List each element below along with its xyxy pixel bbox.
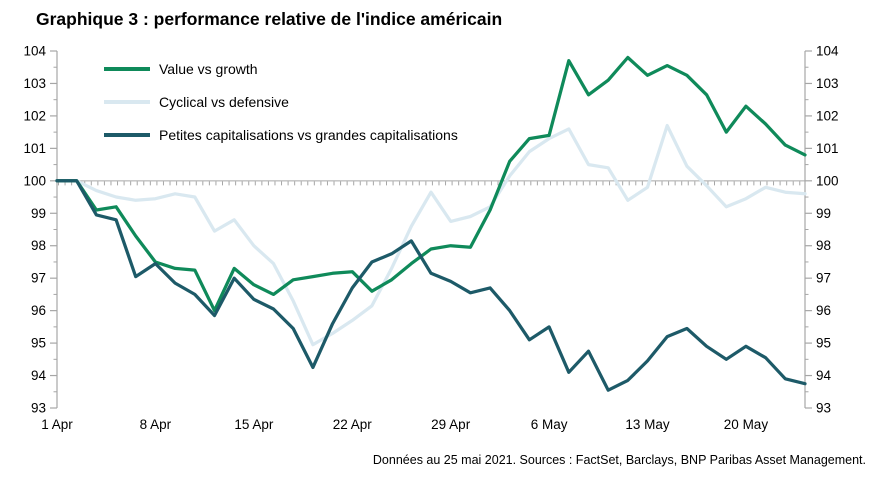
x-axis-label: 6 May [531, 417, 568, 432]
legend-label: Cyclical vs defensive [159, 93, 289, 110]
y-axis-label-left: 104 [23, 44, 46, 59]
series-line-cyclical-vs-defensive [55, 123, 807, 347]
y-axis-label-right: 93 [816, 401, 831, 416]
y-axis-label-left: 101 [23, 141, 46, 156]
y-axis-label-left: 94 [31, 368, 47, 383]
x-axis-label: 29 Apr [431, 417, 471, 432]
legend-line-swatch-lightblue [104, 99, 150, 104]
x-axis-label: 13 May [625, 417, 670, 432]
page-title: Graphique 3 : performance relative de l'… [36, 9, 503, 29]
y-axis-label-right: 95 [816, 336, 831, 351]
y-axis-label-left: 93 [31, 401, 46, 416]
y-axis-label-left: 100 [23, 173, 46, 188]
y-axis-label-left: 95 [31, 336, 46, 351]
legend-item-cyclical-vs-defensive: Cyclical vs defensive [104, 85, 458, 118]
y-axis-label-left: 102 [23, 108, 46, 123]
x-axis-label: 20 May [724, 417, 769, 432]
y-axis-label-right: 104 [816, 44, 839, 59]
y-axis-label-right: 101 [816, 141, 839, 156]
chart-legend: Value vs growth Cyclical vs defensive Pe… [104, 52, 458, 151]
x-axis-label: 15 Apr [234, 417, 274, 432]
y-axis-label-left: 103 [23, 76, 46, 91]
source-footnote: Données au 25 mai 2021. Sources : FactSe… [372, 453, 866, 467]
legend-line-swatch-darkteal [104, 132, 150, 137]
legend-item-value-vs-growth: Value vs growth [104, 52, 458, 85]
y-axis-label-right: 100 [816, 173, 839, 188]
y-axis-label-right: 94 [816, 368, 832, 383]
legend-line-swatch-green [104, 66, 150, 71]
x-axis-label: 22 Apr [333, 417, 373, 432]
y-axis-label-left: 97 [31, 271, 46, 286]
y-axis-label-right: 99 [816, 206, 831, 221]
series-line-value-vs-growth [55, 55, 807, 313]
y-axis-label-left: 99 [31, 206, 46, 221]
x-axis-label: 1 Apr [41, 417, 73, 432]
y-axis-label-left: 98 [31, 238, 46, 253]
y-axis-label-right: 98 [816, 238, 831, 253]
legend-item-petites-vs-grandes: Petites capitalisations vs grandes capit… [104, 118, 458, 151]
y-axis-label-right: 103 [816, 76, 839, 91]
y-axis-label-right: 97 [816, 271, 831, 286]
y-axis-label-left: 96 [31, 303, 46, 318]
y-axis-label-right: 102 [816, 108, 839, 123]
y-axis-label-right: 96 [816, 303, 831, 318]
legend-label: Petites capitalisations vs grandes capit… [159, 126, 458, 143]
x-axis-label: 8 Apr [140, 417, 172, 432]
legend-label: Value vs growth [159, 60, 258, 77]
series-line-petites-capitalisations-vs-grandes-capitalisations [55, 179, 807, 392]
